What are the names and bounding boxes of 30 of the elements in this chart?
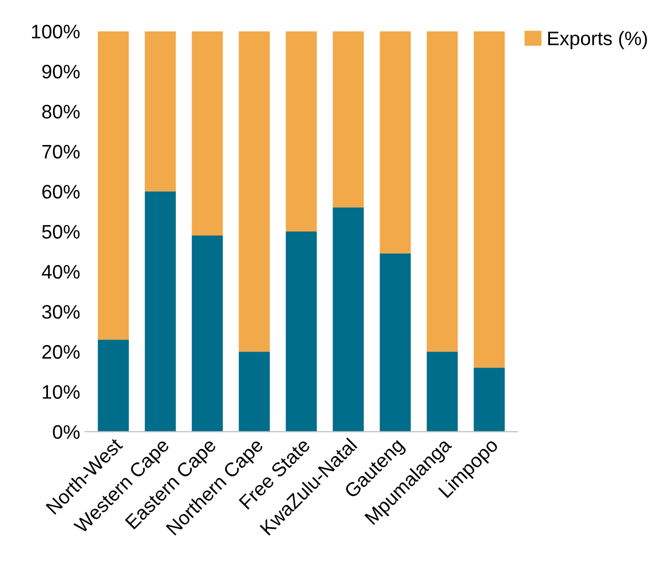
bar bbox=[426, 352, 458, 432]
bar bbox=[192, 31, 223, 236]
bar bbox=[238, 31, 270, 352]
y-tick-label: 20% bbox=[42, 345, 80, 359]
bar bbox=[332, 31, 364, 208]
bar bbox=[474, 368, 505, 432]
y-tick-label: 100% bbox=[32, 24, 80, 38]
y-tick-label: 60% bbox=[42, 184, 80, 199]
bar bbox=[286, 231, 317, 432]
y-tick-label: 0% bbox=[52, 425, 80, 439]
bar bbox=[332, 207, 364, 432]
bar bbox=[98, 31, 129, 340]
bar bbox=[144, 31, 176, 192]
bar bbox=[286, 31, 317, 232]
y-tick-label: 40% bbox=[42, 264, 80, 279]
y-tick-label: 10% bbox=[42, 385, 80, 399]
bar bbox=[98, 340, 129, 432]
bar bbox=[380, 253, 411, 432]
bar bbox=[380, 31, 411, 254]
bar bbox=[192, 235, 223, 432]
bar bbox=[144, 191, 176, 432]
y-tick-label: 70% bbox=[42, 144, 80, 159]
y-tick-label: 50% bbox=[42, 224, 80, 239]
bar bbox=[474, 31, 505, 368]
y-tick-label: 80% bbox=[42, 104, 80, 119]
y-tick-label: 30% bbox=[42, 305, 80, 319]
bar bbox=[426, 31, 458, 352]
y-tick-label: 90% bbox=[42, 64, 80, 79]
bar bbox=[238, 352, 270, 432]
legend-label: Exports (%) bbox=[548, 31, 647, 50]
